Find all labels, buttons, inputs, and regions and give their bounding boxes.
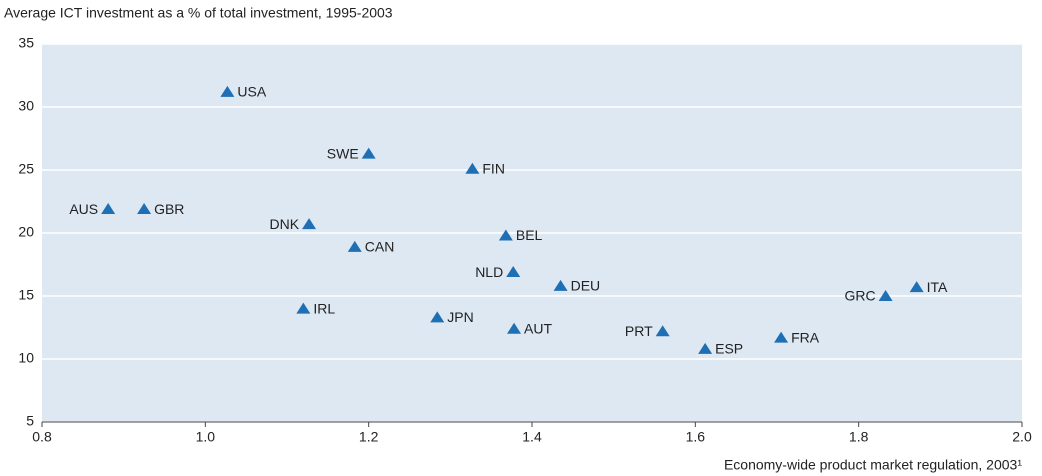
point-label: GRC [844,288,875,304]
y-tick-label: 20 [18,224,34,240]
x-tick-label: 1.6 [686,429,706,445]
point-label: GBR [154,201,184,217]
point [361,147,376,159]
point [698,342,713,354]
point-label: DNK [269,216,299,232]
point [507,322,522,334]
point [553,279,568,291]
point-label: FIN [482,160,505,176]
point-label: DEU [571,278,601,294]
point [220,85,235,97]
point [101,203,116,215]
point [506,266,521,278]
point-label: AUT [524,320,552,336]
point [909,281,924,293]
point-label: PRT [625,323,653,339]
point-label: ITA [927,279,948,295]
point [774,331,789,343]
point [296,302,311,314]
point [465,162,480,174]
point-label: BEL [516,227,543,243]
x-tick-label: 0.8 [32,429,52,445]
point [347,240,362,252]
point-label: FRA [791,329,820,345]
point [655,325,670,337]
y-tick-label: 15 [18,287,34,303]
x-axis-label: Economy-wide product market regulation, … [724,457,1022,473]
point-label: ESP [715,341,743,357]
point-label: NLD [475,264,503,280]
x-tick-label: 1.4 [522,429,542,445]
y-tick-label: 25 [18,161,34,177]
y-tick-label: 5 [26,413,34,429]
point-label: AUS [69,201,98,217]
point-label: USA [237,84,266,100]
point-label: JPN [447,309,473,325]
x-tick-label: 2.0 [1012,429,1032,445]
point [302,218,317,230]
point [498,229,513,241]
point [878,290,893,301]
y-tick-label: 35 [18,35,34,51]
x-tick-label: 1.2 [359,429,379,445]
point-label: SWE [327,145,359,161]
point [430,311,445,323]
x-tick-label: 1.0 [196,429,216,445]
x-tick-label: 1.8 [849,429,869,445]
point [137,203,152,215]
point-label: IRL [313,300,335,316]
y-tick-label: 30 [18,98,34,114]
chart-title: Average ICT investment as a % of total i… [4,5,393,21]
y-tick-label: 10 [18,350,34,366]
point-label: CAN [365,239,395,255]
